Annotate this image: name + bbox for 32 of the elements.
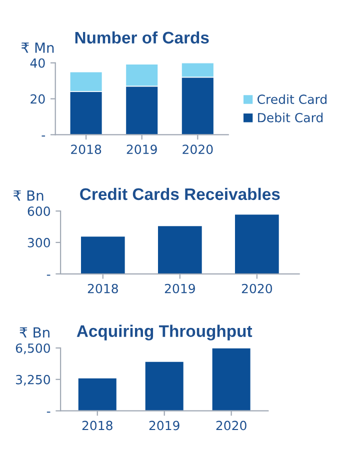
x-tick-label: 2018 — [82, 420, 112, 430]
y-tick-label: 6,500 — [16, 343, 50, 354]
x-tick-label: 2018 — [88, 284, 118, 294]
legend-label: Debit Card — [258, 112, 323, 122]
chart-title: Acquiring Throughput — [76, 324, 252, 340]
bar — [144, 361, 184, 411]
bar — [78, 378, 118, 411]
x-tick-label: 2020 — [216, 420, 246, 430]
y-tick-label: - — [46, 274, 50, 276]
y-tick-label: 300 — [28, 238, 50, 248]
y-tick-label: 3,250 — [16, 374, 50, 386]
chart-title: Number of Cards — [75, 31, 209, 44]
y-tick-label: 600 — [28, 206, 50, 216]
x-tick-label: 2019 — [126, 144, 157, 154]
bar — [80, 236, 126, 274]
legend-label: Credit Card — [258, 94, 326, 104]
y-tick-label: 20 — [30, 94, 45, 104]
y-axis-title: ₹ Mn — [21, 42, 54, 53]
x-tick-label: 2019 — [149, 420, 180, 430]
y-tick-label: 40 — [30, 58, 45, 68]
bar — [211, 348, 252, 411]
x-tick-label: 2020 — [182, 144, 213, 154]
x-tick-label: 2018 — [71, 144, 102, 154]
bar — [234, 214, 280, 274]
x-tick-label: 2019 — [164, 284, 195, 294]
y-axis-title: ₹ Bn — [20, 327, 50, 338]
chart-title: Credit Cards Receivables — [80, 188, 280, 200]
y-tick-label: - — [42, 136, 46, 137]
x-tick-label: 2020 — [242, 284, 272, 294]
y-axis-title: ₹ Bn — [14, 190, 44, 201]
bar — [157, 225, 203, 274]
y-tick-label: - — [46, 412, 50, 413]
